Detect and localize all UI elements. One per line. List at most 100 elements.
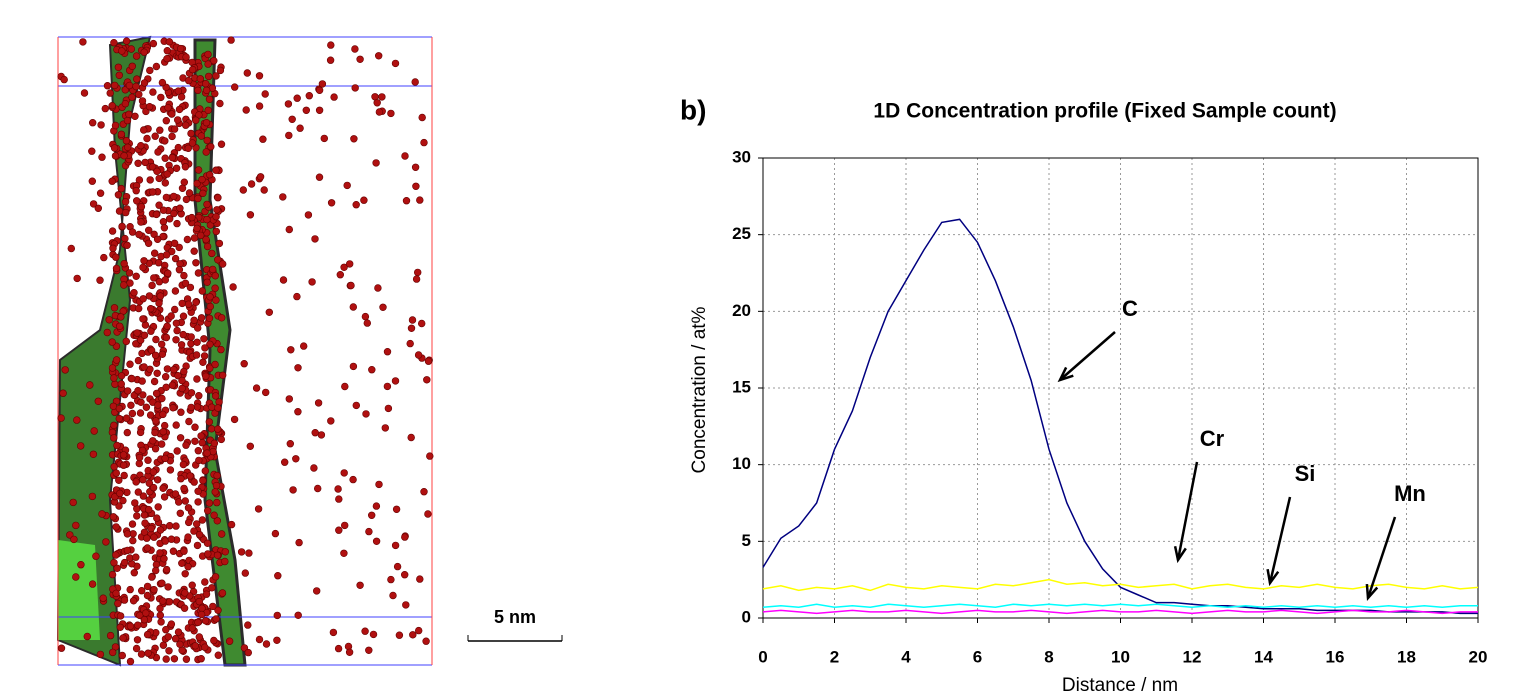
atom	[201, 643, 209, 651]
atom	[424, 357, 433, 365]
atom	[313, 587, 321, 595]
atom	[140, 79, 149, 87]
atom	[132, 340, 140, 348]
atom	[218, 530, 226, 538]
atom	[156, 292, 165, 300]
atom	[186, 472, 194, 480]
atom	[180, 367, 188, 376]
atom	[237, 548, 246, 556]
atom	[194, 166, 203, 174]
atom	[352, 201, 360, 209]
atom	[369, 630, 378, 639]
atom	[162, 625, 170, 634]
atom	[418, 319, 426, 328]
atom	[162, 193, 171, 202]
atom	[154, 503, 162, 511]
atom	[126, 360, 134, 368]
atom	[219, 371, 227, 379]
atom	[155, 174, 163, 183]
atom	[113, 441, 121, 450]
atom	[424, 510, 432, 518]
atom	[165, 598, 174, 606]
atom	[164, 269, 172, 277]
atom	[106, 631, 115, 640]
atom	[351, 84, 359, 92]
atom	[315, 106, 324, 115]
atom	[197, 610, 206, 619]
atom	[185, 417, 193, 426]
atom	[179, 460, 188, 469]
atom	[57, 644, 66, 652]
atom	[110, 374, 118, 382]
atom	[195, 633, 204, 641]
atom	[193, 375, 201, 383]
atom	[201, 617, 210, 625]
atom	[138, 377, 146, 385]
arrow-head	[1057, 366, 1074, 383]
atom	[326, 56, 335, 64]
atom	[216, 99, 224, 108]
atom	[112, 356, 121, 364]
atom	[174, 372, 182, 380]
atom	[206, 364, 214, 372]
atom	[70, 535, 78, 544]
atom	[383, 382, 392, 391]
atom	[340, 263, 348, 271]
atom	[416, 575, 424, 583]
atom	[158, 394, 166, 403]
atom	[167, 620, 176, 628]
atom	[375, 52, 383, 60]
atom	[176, 509, 185, 517]
scale-bar-label: 5 nm	[494, 607, 536, 627]
atom	[426, 452, 434, 460]
atom	[152, 62, 161, 71]
atom	[88, 177, 97, 185]
atom	[161, 154, 169, 162]
atom	[110, 38, 118, 47]
atom	[182, 121, 190, 129]
atom	[116, 612, 125, 620]
atom	[128, 374, 136, 383]
atom	[217, 345, 225, 354]
atom	[391, 541, 400, 550]
atom	[154, 401, 162, 409]
atom	[170, 366, 178, 374]
atom	[379, 303, 387, 311]
atom	[375, 108, 384, 116]
atom	[402, 197, 411, 205]
atom	[381, 424, 389, 432]
atom	[311, 429, 319, 437]
atom	[383, 348, 392, 356]
atom	[138, 586, 146, 595]
atom	[128, 520, 137, 528]
atom	[209, 265, 217, 274]
atom	[114, 599, 122, 608]
atom	[152, 389, 161, 398]
atom	[143, 134, 151, 143]
atom	[423, 376, 431, 384]
atom	[132, 478, 140, 486]
atom	[206, 171, 214, 179]
atom	[73, 416, 81, 424]
atom	[194, 498, 202, 506]
atom	[247, 180, 256, 188]
atom	[114, 191, 123, 199]
atom	[262, 388, 270, 397]
atom	[279, 193, 287, 201]
atom	[146, 66, 154, 75]
arrow-head	[1266, 568, 1280, 587]
atom	[117, 130, 126, 139]
atom	[198, 516, 207, 524]
atom	[378, 93, 386, 101]
atom	[218, 314, 226, 322]
atom	[135, 453, 144, 462]
atom	[292, 455, 300, 463]
atom	[318, 80, 327, 88]
atom	[241, 569, 250, 577]
atom	[194, 618, 202, 627]
atom	[149, 468, 158, 476]
atom	[205, 499, 214, 507]
atom	[110, 434, 118, 442]
atom	[193, 520, 201, 528]
